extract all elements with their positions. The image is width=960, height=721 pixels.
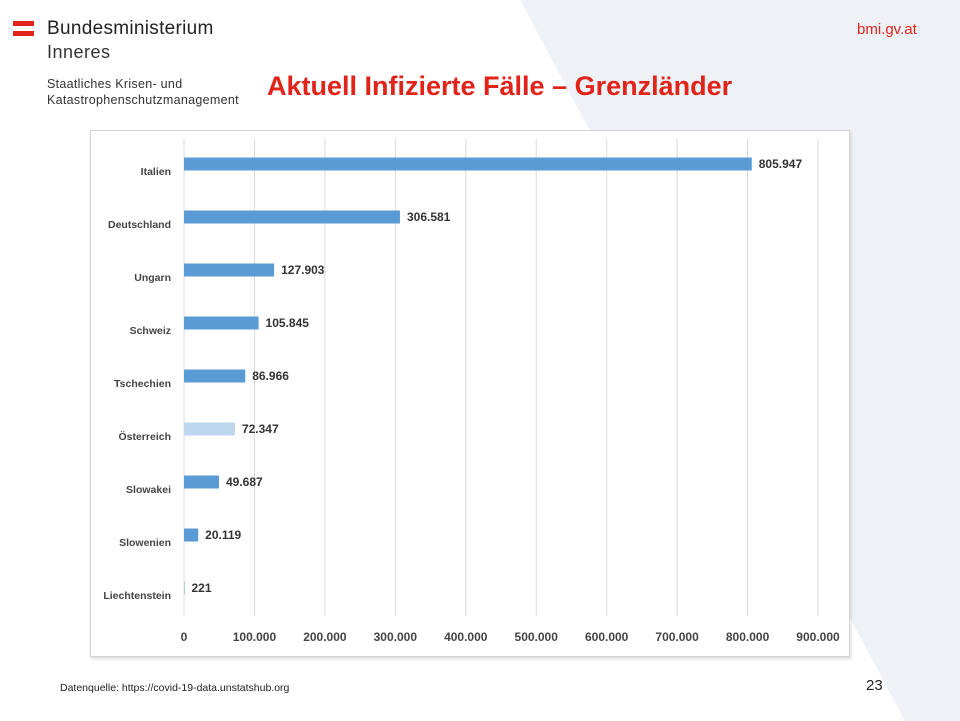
category-label: Tschechien	[114, 378, 171, 390]
austria-flag-logo-bottom	[13, 31, 34, 36]
category-label: Slowakei	[126, 484, 171, 496]
bar-liechtenstein	[184, 581, 185, 595]
chart-container: 0 100.000 200.000 300.000 400.000 500.000 600.…	[90, 130, 850, 657]
data-label: 49.687	[226, 475, 263, 489]
data-label: 306.581	[407, 210, 451, 224]
category-label: Liechtenstein	[103, 590, 171, 602]
slide-title: Aktuell Infizierte Fälle – Grenzländer	[267, 71, 733, 101]
bar-slowenien	[184, 528, 199, 542]
category-label: Ungarn	[134, 272, 171, 284]
category-label: Schweiz	[130, 325, 171, 337]
bar-tschechien	[184, 369, 246, 383]
page-number: 23	[866, 677, 883, 694]
data-label: 221	[192, 581, 212, 595]
x-tick-label: 800.000	[726, 630, 770, 644]
category-label: Italien	[141, 166, 171, 178]
category-label: Österreich	[118, 430, 171, 443]
data-label: 20.119	[205, 528, 241, 542]
x-tick-label: 500.000	[515, 630, 559, 644]
bar-chart: 0 100.000 200.000 300.000 400.000 500.000 600.…	[103, 139, 840, 644]
data-label: 805.947	[759, 157, 803, 171]
x-tick-label: 0	[181, 630, 188, 644]
data-label: 72.347	[242, 422, 279, 436]
department: Staatliches Krisen- und Katastrophenschu…	[47, 76, 239, 108]
site-link[interactable]: bmi.gv.at	[857, 21, 917, 38]
x-tick-label: 400.000	[444, 630, 488, 644]
x-tick-label: 200.000	[303, 630, 347, 644]
department-line2: Katastrophenschutzmanagement	[47, 93, 239, 107]
austria-flag-logo-top	[13, 21, 34, 26]
category-label: Slowenien	[119, 537, 171, 549]
org-name-2: Inneres	[47, 42, 111, 62]
bar-slowakei	[184, 475, 220, 489]
bar-deutschland	[184, 210, 400, 224]
x-tick-label: 100.000	[233, 630, 277, 644]
x-tick-label: 900.000	[796, 630, 840, 644]
data-label: 105.845	[266, 316, 310, 330]
data-label: 86.966	[252, 369, 289, 383]
department-line1: Staatliches Krisen- und	[47, 77, 183, 91]
data-source: Datenquelle: https://covid-19-data.unsta…	[60, 682, 290, 694]
x-tick-label: 300.000	[374, 630, 418, 644]
category-label: Deutschland	[108, 219, 171, 231]
bar-schweiz	[184, 316, 259, 330]
org-name: Bundesministerium	[47, 18, 214, 39]
bar-ungarn	[184, 263, 275, 277]
x-tick-label: 700.000	[655, 630, 699, 644]
x-tick-label: 600.000	[585, 630, 629, 644]
data-label: 127.903	[281, 263, 325, 277]
bar-österreich	[184, 422, 235, 436]
bar-italien	[184, 157, 752, 171]
